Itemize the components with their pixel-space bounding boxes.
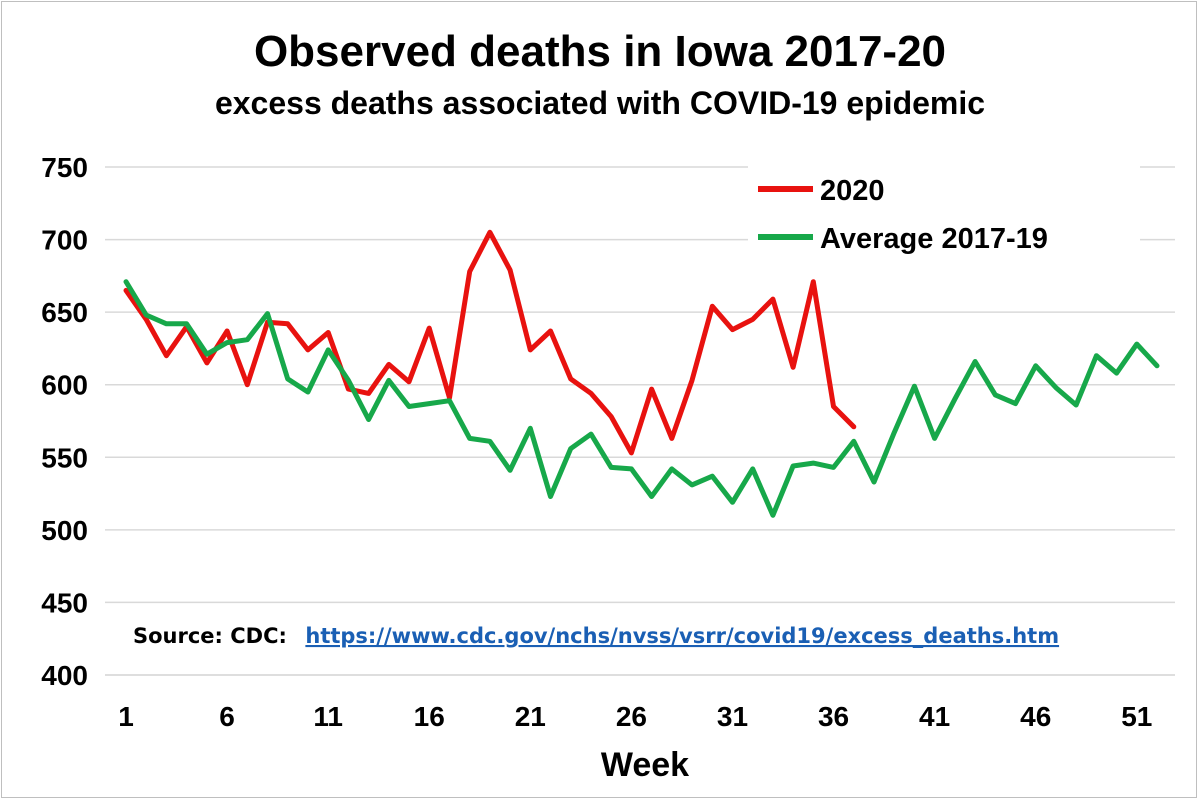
x-tick-label: 46 [1020, 701, 1051, 732]
legend-label-2020: 2020 [820, 175, 885, 207]
chart-title: Observed deaths in Iowa 2017-20 [254, 27, 946, 76]
source-label: Source: CDC: [133, 624, 287, 648]
x-tick-label: 1 [118, 701, 134, 732]
x-tick-label: 26 [616, 701, 647, 732]
x-tick-label: 31 [717, 701, 748, 732]
x-tick-label: 51 [1121, 701, 1152, 732]
x-tick-label: 41 [919, 701, 950, 732]
y-tick-label: 750 [41, 152, 88, 183]
x-tick-label: 16 [414, 701, 445, 732]
y-tick-label: 700 [41, 225, 88, 256]
x-tick-label: 21 [515, 701, 546, 732]
x-axis-title: Week [601, 746, 689, 784]
gridlines [105, 166, 1175, 676]
series-line-average [123, 279, 1160, 518]
y-tick-label: 550 [41, 442, 88, 473]
x-tick-label: 36 [818, 701, 849, 732]
legend-box [748, 165, 1140, 270]
source-link[interactable]: https://www.cdc.gov/nchs/nvss/vsrr/covid… [305, 624, 1059, 648]
x-tick-label: 11 [313, 701, 343, 732]
source-box [128, 610, 1160, 658]
y-tick-label: 600 [41, 370, 88, 401]
y-tick-label: 500 [41, 515, 88, 546]
chart-subtitle: excess deaths associated with COVID-19 e… [215, 85, 985, 121]
x-tick-label: 6 [219, 701, 235, 732]
source-note: Source: CDC: https://www.cdc.gov/nchs/nv… [133, 624, 1059, 648]
series-lines [123, 229, 1160, 518]
y-tick-label: 650 [41, 297, 88, 328]
x-axis-ticks: 1 6 11 16 21 26 31 36 41 46 51 [118, 701, 1152, 732]
y-axis-ticks: 400 450 500 550 600 650 700 750 [41, 152, 88, 691]
y-tick-label: 400 [41, 660, 88, 691]
y-tick-label: 450 [41, 587, 88, 618]
legend-label-average: Average 2017-19 [820, 223, 1048, 255]
legend: 2020 Average 2017-19 [758, 175, 1048, 255]
series-line-2020 [123, 229, 857, 456]
